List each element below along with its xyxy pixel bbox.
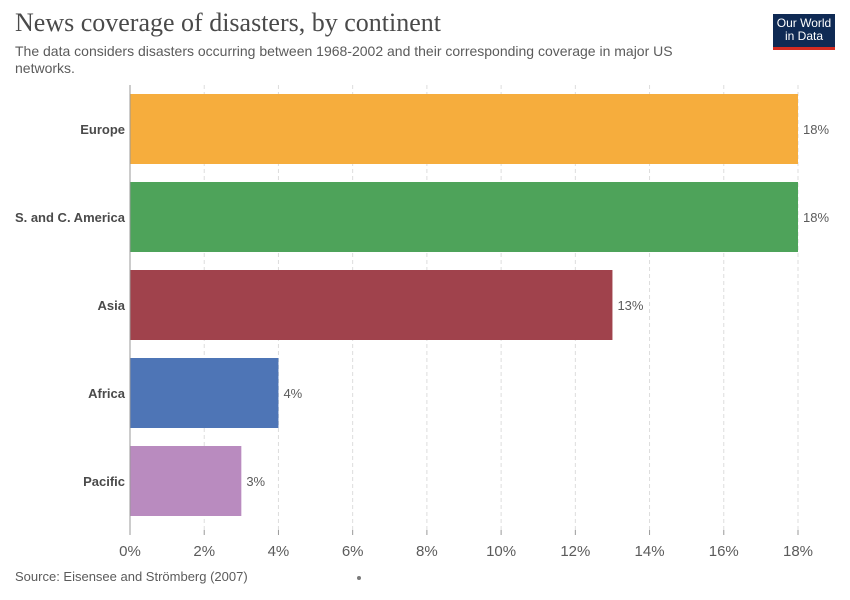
logo-accent-bar [773,47,835,50]
x-tick-label: 4% [268,543,290,560]
chart-title: News coverage of disasters, by continent [15,8,441,37]
bar-africa [130,358,279,428]
source-note: Source: Eisensee and Strömberg (2007) [15,569,248,584]
x-tick-label: 18% [783,543,813,560]
x-tick-label: 10% [486,543,516,560]
bar-s-and-c-america [130,182,798,252]
category-label: S. and C. America [15,210,126,225]
x-tick-label: 8% [416,543,438,560]
bar-asia [130,270,613,340]
x-tick-label: 12% [560,543,590,560]
x-tick-label: 6% [342,543,364,560]
x-tick-label: 14% [635,543,665,560]
category-label: Asia [98,298,126,313]
category-label: Pacific [83,474,125,489]
category-label: Africa [88,386,126,401]
value-label: 13% [617,298,643,313]
value-label: 3% [246,474,265,489]
x-tick-label: 0% [119,543,141,560]
chart-subtitle: The data considers disasters occurring b… [15,43,673,76]
pagination-dot[interactable] [357,576,361,580]
value-label: 4% [283,386,302,401]
value-label: 18% [803,122,829,137]
value-label: 18% [803,210,829,225]
logo-line-2: in Data [784,29,824,43]
logo-line-1: Our World [776,16,832,30]
category-label: Europe [80,122,125,137]
bar-europe [130,94,798,164]
owid-logo[interactable]: Our World in Data [773,14,835,50]
bar-pacific [130,446,242,516]
x-tick-label: 2% [193,543,215,560]
x-tick-label: 16% [709,543,739,560]
